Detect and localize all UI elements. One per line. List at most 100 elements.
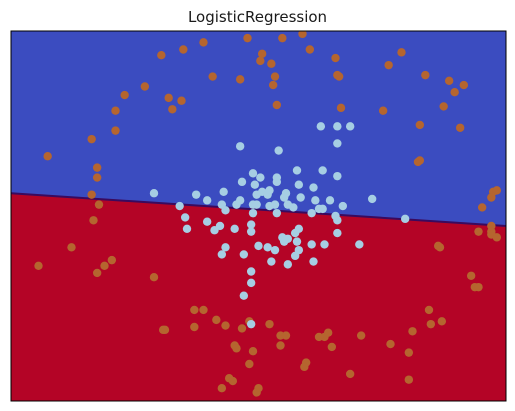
scatter-point-class-0: [384, 60, 393, 70]
scatter-point-class-0: [267, 59, 276, 68]
scatter-point-class-1: [338, 201, 348, 211]
scatter-point-class-0: [199, 305, 208, 315]
scatter-point-class-0: [92, 163, 102, 172]
scatter-point-class-1: [289, 203, 298, 212]
scatter-point-class-0: [333, 70, 342, 80]
scatter-point-class-1: [367, 194, 377, 204]
scatter-point-class-0: [415, 156, 425, 165]
scatter-point-class-1: [239, 250, 249, 259]
scatter-point-class-1: [202, 196, 212, 205]
scatter-point-class-0: [248, 346, 258, 356]
scatter-point-class-0: [439, 102, 448, 111]
scatter-point-class-0: [455, 123, 465, 132]
scatter-point-class-0: [450, 87, 459, 97]
scatter-point-class-1: [263, 243, 272, 252]
scatter-point-class-1: [237, 177, 247, 187]
scatter-point-class-1: [239, 291, 249, 300]
scatter-point-class-0: [281, 331, 291, 340]
scatter-point-class-0: [397, 48, 406, 57]
scatter-point-class-0: [120, 90, 129, 100]
scatter-point-class-1: [307, 240, 316, 249]
scatter-point-class-0: [179, 45, 188, 54]
scatter-points: [34, 31, 502, 397]
scatter-point-class-0: [378, 106, 388, 115]
scatter-point-class-1: [272, 208, 282, 218]
scatter-point-class-1: [345, 122, 355, 131]
scatter-point-class-0: [208, 72, 217, 81]
scatter-point-class-0: [327, 342, 337, 352]
scatter-point-class-0: [408, 327, 417, 336]
scatter-point-class-1: [180, 213, 190, 222]
scatter-point-class-1: [248, 208, 258, 218]
scatter-point-class-0: [437, 317, 447, 326]
scatter-point-class-0: [111, 106, 120, 115]
scatter-point-class-1: [333, 171, 342, 181]
scatter-point-class-0: [426, 319, 436, 329]
scatter-point-class-1: [246, 267, 256, 276]
scatter-point-class-0: [323, 328, 333, 337]
scatter-point-class-0: [140, 82, 150, 91]
scatter-point-class-1: [246, 319, 256, 329]
scatter-point-class-1: [296, 193, 305, 202]
scatter-point-class-0: [221, 321, 230, 330]
scatter-point-class-0: [492, 233, 502, 242]
scatter-point-class-0: [424, 305, 434, 315]
scatter-point-class-1: [333, 122, 342, 131]
scatter-point-class-1: [400, 214, 410, 224]
scatter-point-class-0: [232, 344, 241, 353]
scatter-point-class-0: [415, 120, 425, 130]
scatter-point-class-1: [279, 193, 289, 202]
scatter-point-class-0: [435, 243, 445, 252]
scatter-point-class-0: [356, 331, 366, 340]
scatter-point-class-0: [459, 80, 469, 90]
scatter-point-class-1: [265, 201, 274, 211]
scatter-point-class-1: [279, 237, 289, 246]
scatter-point-class-1: [355, 240, 364, 249]
scatter-point-class-1: [256, 173, 265, 182]
scatter-point-class-0: [164, 93, 173, 103]
scatter-point-class-0: [43, 152, 52, 161]
scatter-point-class-0: [107, 255, 117, 265]
scatter-point-class-0: [404, 348, 414, 357]
scatter-point-class-0: [217, 383, 227, 393]
scatter-point-class-1: [202, 217, 212, 226]
scatter-point-class-1: [182, 224, 192, 234]
scatter-point-class-0: [212, 315, 221, 325]
scatter-point-class-1: [267, 257, 276, 266]
scatter-point-class-1: [272, 173, 282, 182]
scatter-point-class-0: [111, 126, 120, 135]
scatter-point-class-1: [314, 204, 324, 214]
scatter-point-class-1: [254, 241, 263, 251]
scatter-point-class-0: [474, 282, 483, 292]
scatter-point-class-0: [256, 56, 265, 66]
scatter-point-class-1: [274, 146, 283, 155]
scatter-point-class-1: [265, 186, 274, 195]
scatter-point-class-1: [311, 196, 320, 205]
scatter-point-class-0: [190, 305, 199, 315]
scatter-point-class-1: [221, 243, 230, 252]
scatter-point-class-0: [157, 50, 166, 60]
scatter-point-class-0: [67, 243, 76, 252]
scatter-point-class-1: [246, 220, 256, 229]
scatter-point-class-0: [34, 261, 43, 271]
scatter-point-class-1: [333, 216, 342, 225]
scatter-point-class-1: [252, 200, 261, 209]
scatter-point-class-0: [87, 190, 96, 199]
scatter-point-class-1: [292, 237, 302, 246]
scatter-point-class-0: [237, 324, 247, 333]
scatter-point-class-1: [235, 142, 245, 151]
scatter-point-class-0: [92, 268, 102, 278]
scatter-point-class-0: [94, 200, 104, 209]
scatter-point-class-0: [386, 339, 395, 349]
scatter-point-class-1: [318, 166, 327, 175]
scatter-point-class-0: [235, 75, 245, 84]
scatter-point-class-1: [320, 240, 329, 249]
scatter-point-class-1: [221, 206, 230, 215]
scatter-point-class-0: [87, 134, 96, 144]
decision-boundary-line: [11, 192, 506, 227]
scatter-point-class-0: [298, 31, 307, 39]
scatter-point-class-1: [232, 200, 241, 209]
scatter-point-class-0: [305, 45, 315, 54]
